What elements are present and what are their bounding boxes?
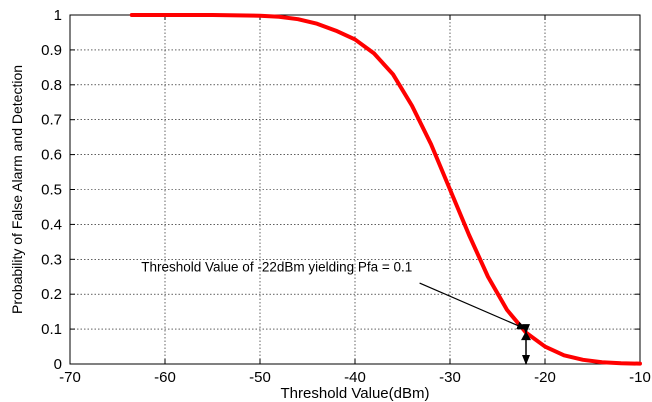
y-tick-label: 0.8 — [41, 77, 62, 94]
annotation-double-arrow-head-top — [521, 331, 531, 341]
y-tick-label: 0.7 — [41, 112, 62, 129]
x-tick-label: -70 — [59, 369, 81, 386]
series-line — [129, 13, 642, 366]
x-tick-label: -60 — [154, 369, 176, 386]
y-tick-label: 0.5 — [41, 182, 62, 199]
y-tick-label: 0.6 — [41, 147, 62, 164]
x-tick-label: -50 — [249, 369, 271, 386]
y-axis-title: Probability of False Alarm and Detection — [9, 65, 25, 314]
x-tick-label: -30 — [439, 369, 461, 386]
x-tick-label: -40 — [344, 369, 366, 386]
grid — [70, 15, 640, 364]
x-tick-label: -10 — [629, 369, 651, 386]
annotation-text: Threshold Value of -22dBm yielding Pfa =… — [141, 260, 412, 275]
y-tick-label: 0 — [54, 356, 62, 373]
annotation: Threshold Value of -22dBm yielding Pfa =… — [141, 260, 531, 365]
y-tick-label: 0.9 — [41, 42, 62, 59]
x-axis-title: Threshold Value(dBm) — [281, 385, 430, 402]
y-tick-label: 0.3 — [41, 251, 62, 268]
y-tick-label: 1 — [54, 7, 62, 24]
y-tick-label: 0.1 — [41, 321, 62, 338]
series — [129, 13, 642, 366]
y-tick-label: 0.4 — [41, 216, 62, 233]
axis-ticks: -70 -60 -50 -40 -30 -20 -10 0 0.1 0.2 0.3 0.4 0.5 0.6… — [41, 7, 651, 386]
annotation-arrow — [419, 282, 527, 330]
x-tick-label: -20 — [534, 369, 556, 386]
y-tick-label: 0.2 — [41, 286, 62, 303]
